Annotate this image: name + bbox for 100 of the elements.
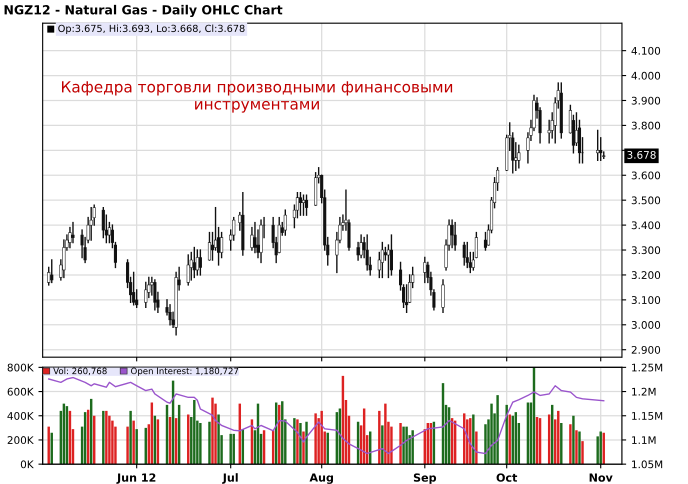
bar (472, 414, 475, 464)
bar (405, 426, 408, 464)
x-tick-label: Oct (496, 473, 518, 482)
bar (600, 431, 602, 464)
bar (550, 404, 554, 464)
bar (126, 426, 129, 464)
candlestick (454, 222, 457, 251)
y-tick-label: 4.000 (631, 72, 660, 80)
legend-label: Vol: 260,768 (53, 368, 107, 376)
bar (156, 419, 160, 464)
bar (281, 401, 284, 464)
bar (232, 434, 235, 464)
line-series (48, 376, 604, 454)
y-tick-label: 800K (8, 364, 34, 372)
bar (430, 423, 432, 464)
bar (450, 418, 454, 464)
bar (402, 426, 405, 464)
legend-label: Open Interest: 1,180,727 (131, 368, 238, 376)
bar (274, 402, 278, 464)
candlestick (462, 242, 466, 266)
bar (505, 404, 508, 464)
candlestick (517, 144, 520, 168)
chart-title: NGZ12 - Natural Gas - Daily OHLC Chart (4, 4, 282, 18)
bar (105, 410, 108, 464)
candlestick (90, 206, 93, 241)
candlestick (304, 194, 308, 216)
candlestick (198, 249, 202, 276)
y2-tick-label: 1.25M (632, 364, 662, 372)
x-tick-label: Nov (590, 474, 613, 482)
bar (90, 398, 92, 464)
bar (150, 402, 154, 464)
bar (362, 408, 366, 464)
bar (463, 413, 466, 464)
y-tick-label: 3.200 (632, 271, 660, 280)
y-tick-label: 3.300 (632, 246, 660, 254)
x-tick-label: Jun 12 (116, 473, 156, 484)
candlestick (360, 234, 363, 258)
candlestick (284, 209, 287, 236)
bar (238, 404, 242, 464)
y2-tick-label: 1.2M (632, 388, 656, 396)
annotation: Op:3.675, Hi:3.693, Lo:3.668, Cl:3.678 (58, 24, 245, 34)
bar (86, 410, 90, 464)
candlestick (450, 219, 454, 248)
candlestick (192, 246, 196, 278)
candlestick (386, 244, 390, 278)
bar (132, 420, 135, 464)
bar (293, 418, 296, 464)
candlestick (132, 272, 136, 306)
candlestick (71, 222, 75, 244)
y-tick-label: 3.000 (632, 321, 660, 329)
bar (560, 423, 563, 464)
candlestick (596, 130, 600, 161)
candlestick (484, 232, 488, 251)
y-tick-label: 200K (8, 436, 34, 444)
bar (602, 432, 605, 464)
y-tick-label: 4.100 (631, 46, 660, 55)
bar (399, 423, 402, 464)
bar (187, 414, 190, 464)
bar (199, 423, 202, 464)
bar (336, 412, 338, 464)
bar (50, 432, 53, 464)
bar (575, 430, 578, 464)
bar (296, 419, 299, 464)
y-tick-label: 3.800 (632, 122, 660, 130)
candlestick (380, 242, 384, 278)
candlestick (423, 256, 426, 284)
bar (426, 423, 430, 464)
x-tick-label: Aug (310, 473, 333, 484)
candlestick (441, 279, 445, 314)
bar (384, 404, 387, 464)
bar (66, 406, 68, 464)
bar (381, 425, 384, 464)
bar (448, 407, 450, 464)
bar (172, 380, 174, 464)
bar (174, 418, 178, 464)
bar (469, 418, 472, 464)
y-tick-label: 2.900 (632, 346, 660, 354)
bar (557, 410, 560, 464)
bar (475, 431, 478, 464)
x-tick-label: Sep (414, 473, 436, 484)
y2-tick-label: 1.05M (632, 460, 662, 468)
bar (48, 426, 50, 464)
bar (512, 416, 514, 464)
candlestick (196, 249, 199, 276)
y2-tick-label: 1.15M (632, 412, 662, 420)
y-tick-label: 600K (8, 388, 34, 396)
bar (193, 400, 196, 464)
bar (299, 423, 302, 464)
candlestick (298, 192, 302, 216)
y-tick-label: 0K (20, 460, 34, 468)
candlestick (208, 232, 212, 261)
y-tick-label: 3.500 (632, 196, 660, 204)
bar (508, 414, 511, 464)
bar (272, 430, 274, 464)
bar (242, 429, 244, 464)
bar (154, 416, 156, 464)
bar (378, 410, 381, 464)
candlestick (302, 194, 306, 216)
bar (432, 422, 436, 464)
bar (514, 412, 518, 464)
